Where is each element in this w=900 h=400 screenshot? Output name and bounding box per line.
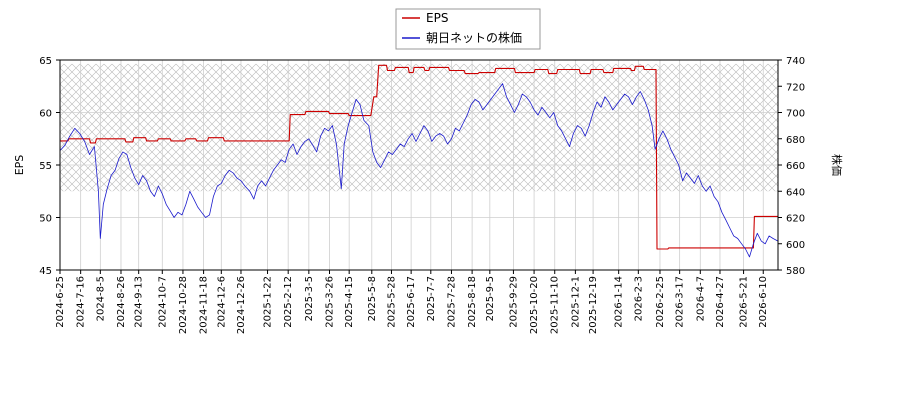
stock-price-line xyxy=(59,83,779,258)
x-tick-label: 2025-6-17 xyxy=(406,276,417,328)
x-tick-label: 2026-1-14 xyxy=(614,276,625,328)
x-tick-label: 2025-3-26 xyxy=(324,276,335,328)
x-tick-label: 2026-2-3 xyxy=(633,276,644,321)
x-tick-label: 2025-9-29 xyxy=(508,276,519,328)
y-tick-label-right: 640 xyxy=(786,187,805,198)
x-tick-label: 2024-9-13 xyxy=(134,276,145,328)
legend-label-eps: EPS xyxy=(426,11,448,25)
y-axis-title-left: EPS xyxy=(13,155,26,176)
x-tick-label: 2025-8-18 xyxy=(467,276,478,328)
y-tick-label-right: 700 xyxy=(786,109,805,120)
y-axis-title-right: 株価 xyxy=(830,154,844,176)
x-tick-label: 2024-8-5 xyxy=(95,276,106,321)
y-tick-label-left: 65 xyxy=(39,56,52,67)
x-tick-label: 2026-3-17 xyxy=(675,276,686,328)
x-tick-label: 2025-7-28 xyxy=(446,276,457,328)
x-tick-label: 2025-7-7 xyxy=(426,276,437,321)
x-tick-label: 2026-4-27 xyxy=(715,276,726,328)
legend-label-stock: 朝日ネットの株価 xyxy=(426,30,522,45)
hatch-band xyxy=(60,63,778,192)
y-tick-label-left: 50 xyxy=(39,214,52,225)
x-tick-label: 2025-1-22 xyxy=(263,276,274,328)
x-tick-label: 2025-5-28 xyxy=(386,276,397,328)
y-tick-label-right: 740 xyxy=(786,56,805,67)
x-tick-label: 2025-5-8 xyxy=(367,276,378,321)
x-tick-label: 2024-8-26 xyxy=(116,276,127,328)
axes: 45 50 55 60 65 580 600 620 640 660 680 700 720 740 202… xyxy=(39,56,805,334)
x-tick-label: 2025-9-5 xyxy=(485,276,496,321)
x-tick-label: 2024-10-28 xyxy=(178,276,189,334)
series-layer xyxy=(59,64,779,258)
x-tick-label: 2025-2-12 xyxy=(283,276,294,328)
y-tick-label-right: 620 xyxy=(786,214,805,225)
x-tick-label: 2024-10-7 xyxy=(157,276,168,328)
x-tick-label: 2026-4-7 xyxy=(695,276,706,321)
y-tick-label-right: 580 xyxy=(786,266,805,277)
y-tick-label-right: 680 xyxy=(786,135,805,146)
x-tick-label: 2024-12-26 xyxy=(236,276,247,334)
x-tick-label: 2025-3-5 xyxy=(304,276,315,321)
legend: EPS 朝日ネットの株価 xyxy=(395,8,541,50)
eps-line xyxy=(60,64,778,250)
x-tick-label: 2025-11-10 xyxy=(550,276,561,334)
x-tick-label: 2026-2-25 xyxy=(655,276,666,328)
x-tick-label: 2025-4-15 xyxy=(344,276,355,328)
x-tick-label: 2024-11-18 xyxy=(199,276,210,334)
legend-frame xyxy=(395,8,541,50)
y-tick-label-left: 55 xyxy=(39,161,52,172)
y-tick-label-right: 600 xyxy=(786,240,805,251)
x-tick-label: 2025-10-20 xyxy=(529,276,540,334)
y-tick-label-left: 45 xyxy=(39,266,52,277)
y-tick-label-right: 720 xyxy=(786,82,805,93)
y-tick-label-right: 660 xyxy=(786,161,805,172)
x-tick-label: 2024-12-6 xyxy=(216,276,227,328)
x-tick-label: 2025-12-19 xyxy=(588,276,599,334)
x-tick-label: 2026-6-10 xyxy=(758,276,769,328)
x-tick-label: 2024-7-16 xyxy=(76,276,87,328)
x-tick-label: 2024-6-25 xyxy=(55,276,66,328)
y-tick-label-left: 60 xyxy=(39,109,52,120)
x-tick-label: 2026-5-21 xyxy=(739,276,750,328)
x-tick-label: 2025-12-1 xyxy=(570,276,581,328)
